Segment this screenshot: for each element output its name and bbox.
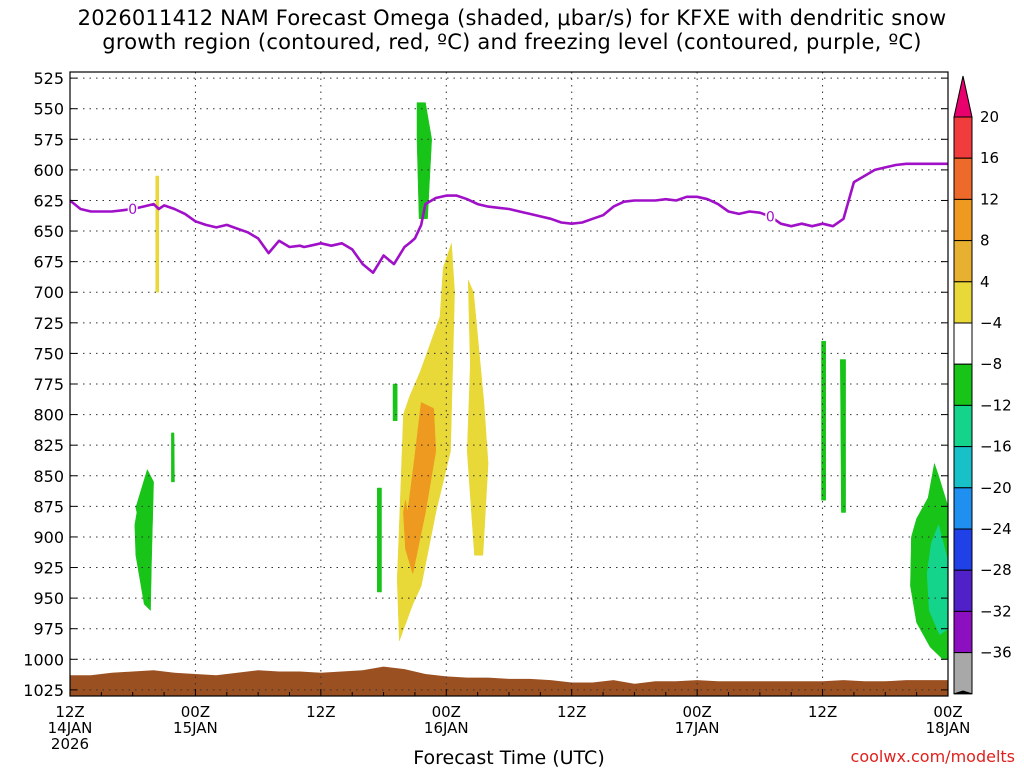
- terrain-fill: [70, 666, 948, 696]
- x-tick-label-84-1: 00Z: [933, 703, 962, 721]
- colorbar-box-11: [953, 528, 973, 571]
- omega-region-2: [171, 432, 175, 483]
- colorbar-label-9: −20: [980, 479, 1012, 497]
- y-tick-label-975: 975: [33, 620, 64, 639]
- colorbar-label-3: 8: [980, 232, 990, 250]
- y-tick-label-775: 775: [33, 375, 64, 394]
- x-tick-label-0-3: 2026: [51, 735, 89, 753]
- omega-region-8: [466, 279, 489, 556]
- y-tick-label-925: 925: [33, 559, 64, 578]
- y-tick-label-700: 700: [33, 283, 64, 302]
- colorbar-bottom-arrow: [953, 690, 973, 695]
- chart-title-line2: growth region (contoured, red, ºC) and f…: [102, 30, 922, 54]
- colorbar-box-1: [953, 116, 973, 159]
- colorbar-label-8: −16: [980, 438, 1012, 456]
- colorbar-label-11: −28: [980, 561, 1012, 579]
- omega-region-4: [392, 383, 398, 421]
- omega-region-0: [155, 175, 160, 293]
- y-tick-label-1025: 1025: [23, 681, 64, 700]
- x-tick-label-72-1: 12Z: [808, 703, 837, 721]
- x-tick-label-60-2: 17JAN: [675, 719, 720, 737]
- colorbar-box-7: [953, 363, 973, 406]
- colorbar-box-5: [953, 281, 973, 324]
- x-tick-label-12-2: 15JAN: [173, 719, 218, 737]
- y-tick-label-600: 600: [33, 161, 64, 180]
- freezing-level-line: [70, 162, 948, 275]
- omega-region-5: [377, 487, 382, 593]
- colorbar-box-3: [953, 198, 973, 242]
- y-tick-label-675: 675: [33, 253, 64, 272]
- colorbar-label-10: −24: [980, 520, 1012, 538]
- plot-frame: [69, 71, 949, 697]
- omega-region-9: [821, 340, 826, 501]
- colorbar-box-6: [953, 322, 973, 365]
- y-tick-label-650: 650: [33, 222, 64, 241]
- colorbar-label-6: −8: [980, 355, 1002, 373]
- x-tick-label-36-1: 00Z: [432, 703, 461, 721]
- freezing-level-label-1: 0: [766, 209, 775, 225]
- freezing-level-label-bg-1: [765, 208, 776, 225]
- colorbar-label-0: 20: [980, 108, 999, 126]
- freezing-level-label-bg-0: [127, 201, 138, 218]
- y-tick-label-525: 525: [33, 69, 64, 88]
- x-tick-label-84-2: 18JAN: [926, 719, 971, 737]
- colorbar-box-4: [953, 240, 973, 283]
- x-tick-label-60-1: 00Z: [682, 703, 711, 721]
- y-tick-label-800: 800: [33, 406, 64, 425]
- omega-region-10: [840, 359, 846, 513]
- colorbar-top-arrow: [953, 75, 973, 118]
- x-tick-label-36-2: 16JAN: [424, 719, 469, 737]
- chart-title-line1: 2026011412 NAM Forecast Omega (shaded, μ…: [77, 6, 947, 30]
- colorbar-label-2: 12: [980, 190, 999, 208]
- x-tick-label-24-1: 12Z: [306, 703, 335, 721]
- colorbar-label-13: −36: [980, 644, 1012, 662]
- colorbar-box-2: [953, 157, 973, 200]
- y-tick-label-900: 900: [33, 528, 64, 547]
- colorbar-box-14: [953, 652, 973, 695]
- credit-text: coolwx.com/modelts: [851, 747, 1015, 766]
- y-tick-label-950: 950: [33, 589, 64, 608]
- omega-region-3: [416, 102, 432, 220]
- x-axis-title: Forecast Time (UTC): [413, 747, 604, 768]
- y-tick-label-725: 725: [33, 314, 64, 333]
- x-tick-label-12-1: 00Z: [181, 703, 210, 721]
- x-tick-label-0-1: 12Z: [55, 703, 84, 721]
- colorbar-box-13: [953, 610, 973, 654]
- colorbar-label-4: 4: [980, 273, 990, 291]
- x-tick-label-0-2: 14JAN: [48, 719, 93, 737]
- y-tick-label-575: 575: [33, 130, 64, 149]
- y-tick-label-1000: 1000: [23, 650, 64, 669]
- colorbar-box-9: [953, 446, 973, 489]
- y-tick-label-825: 825: [33, 436, 64, 455]
- omega-colorbar: 20 16 12 8 4 −4 −8 −12 −16 −20 −24 −28 −32 −36: [953, 75, 1012, 695]
- y-tick-label-550: 550: [33, 100, 64, 119]
- colorbar-box-8: [953, 404, 973, 448]
- y-tick-label-850: 850: [33, 467, 64, 486]
- colorbar-box-12: [953, 569, 973, 612]
- y-tick-label-625: 625: [33, 191, 64, 210]
- colorbar-label-12: −32: [980, 602, 1012, 620]
- omega-region-1: [134, 468, 154, 611]
- freezing-level-label-0: 0: [128, 202, 137, 218]
- y-tick-label-875: 875: [33, 497, 64, 516]
- colorbar-label-5: −4: [980, 314, 1002, 332]
- y-tick-label-750: 750: [33, 344, 64, 363]
- colorbar-label-1: 16: [980, 149, 999, 167]
- omega-region-12: [926, 523, 948, 636]
- colorbar-label-7: −12: [980, 396, 1012, 414]
- chart-title: 2026011412 NAM Forecast Omega (shaded, μ…: [0, 6, 1024, 54]
- axes: 525 550 575 600 625 650 675 700 725 750 775 800 825 8…: [23, 69, 970, 753]
- colorbar-box-10: [953, 487, 973, 530]
- x-tick-label-48-1: 12Z: [557, 703, 586, 721]
